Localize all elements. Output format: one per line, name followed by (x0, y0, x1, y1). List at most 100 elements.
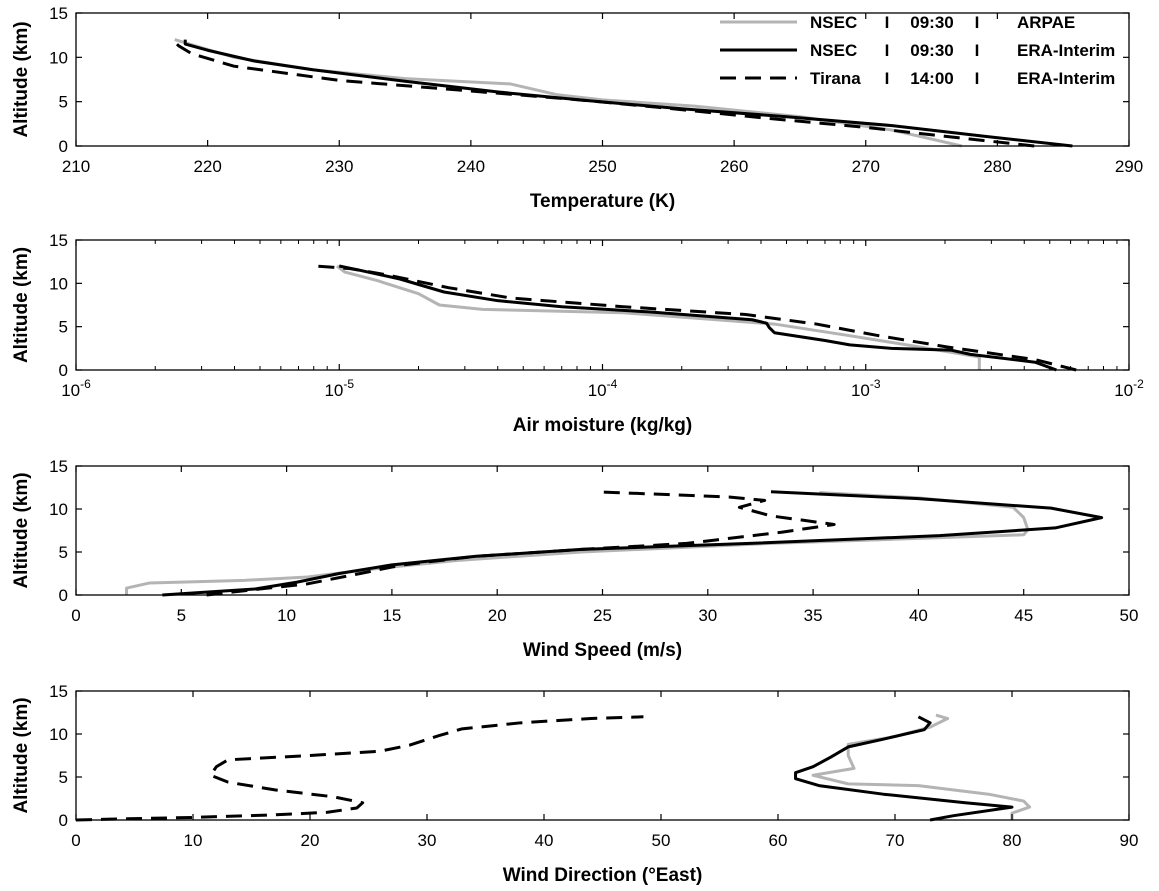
legend-source: ARPAE (1017, 13, 1075, 32)
legend-station: NSEC (810, 13, 857, 32)
x-tick-label: 40 (909, 606, 928, 625)
y-tick-label: 15 (49, 231, 68, 250)
x-tick-label: 30 (418, 831, 437, 850)
x-axis-label: Wind Speed (m/s) (523, 640, 682, 661)
y-tick-label: 5 (59, 543, 68, 562)
x-tick-label: 80 (1003, 831, 1022, 850)
legend-station: NSEC (810, 41, 857, 60)
axes-box (75, 465, 1130, 596)
x-tick-label: 45 (1014, 606, 1033, 625)
x-tick-label: 10-3 (851, 377, 881, 400)
panel-1: 210 220 230 240 250 260 270 280 290 0 5 10 15 Tempera… (11, 4, 1143, 212)
x-tick-label-exponent: -4 (607, 377, 618, 391)
x-tick-label-base: 10 (61, 381, 80, 400)
axes-box (75, 12, 1130, 147)
x-tick-label-base: 10 (1114, 381, 1133, 400)
x-tick-label: 10-4 (588, 377, 618, 400)
x-tick-label: 70 (886, 831, 905, 850)
series-line-dashed-black (206, 490, 836, 597)
legend-time: 09:30 (910, 41, 953, 60)
y-tick-label: 10 (49, 274, 68, 293)
x-tick-label: 10-6 (61, 377, 91, 400)
x-tick-label: 20 (301, 831, 320, 850)
legend-source: ERA-Interim (1017, 41, 1115, 60)
x-axis-label: Temperature (K) (530, 191, 675, 212)
series-line-solid-black (794, 715, 1014, 822)
x-tick-label: 50 (652, 831, 671, 850)
x-tick-label-base: 10 (851, 381, 870, 400)
y-tick-label: 15 (49, 457, 68, 476)
x-tick-label-base: 10 (324, 381, 343, 400)
x-tick-label: 15 (382, 606, 401, 625)
series-line-solid-gray (336, 264, 981, 370)
x-tick-label-exponent: -5 (343, 377, 354, 391)
legend-separator: I (975, 41, 980, 60)
x-tick-label: 250 (588, 157, 616, 176)
x-axis-label: Air moisture (kg/kg) (513, 415, 692, 436)
y-tick-label: 10 (49, 48, 68, 67)
y-tick-label: 5 (59, 768, 68, 787)
x-tick-label: 220 (193, 157, 221, 176)
x-tick-label: 260 (720, 157, 748, 176)
series-line-dashed-black (171, 38, 1035, 148)
legend-station: Tirana (810, 69, 861, 88)
y-tick-label: 0 (59, 811, 68, 830)
y-axis-label: Altitude (km) (11, 472, 32, 588)
legend-time: 14:00 (910, 69, 953, 88)
x-tick-label: 270 (852, 157, 880, 176)
legend-separator: I (975, 69, 980, 88)
legend-source: ERA-Interim (1017, 69, 1115, 88)
x-tick-label: 25 (593, 606, 612, 625)
x-tick-label: 230 (325, 157, 353, 176)
x-tick-label: 280 (983, 157, 1011, 176)
legend-separator: I (885, 41, 890, 60)
legend-separator: I (885, 69, 890, 88)
x-tick-label: 210 (62, 157, 90, 176)
panel-4: 0 10 20 30 40 50 60 70 80 90 0 5 10 15 Wind Direction … (11, 682, 1138, 886)
x-tick-label: 10 (184, 831, 203, 850)
y-tick-label: 0 (59, 137, 68, 156)
x-tick-label-base: 10 (588, 381, 607, 400)
x-tick-label-exponent: -3 (870, 377, 881, 391)
series-line-solid-black (162, 490, 1104, 597)
y-tick-label: 15 (49, 682, 68, 701)
y-tick-label: 15 (49, 4, 68, 23)
x-tick-label: 60 (769, 831, 788, 850)
legend: NSEC I 09:30 I ARPAE NSEC I 09:30 I ERA-Interim Ti… (720, 13, 1115, 88)
series-line-dashed-black (315, 264, 1077, 372)
legend-time: 09:30 (910, 13, 953, 32)
x-tick-label: 10-2 (1114, 377, 1144, 400)
series-line-solid-gray (125, 491, 1030, 595)
x-tick-label: 30 (698, 606, 717, 625)
y-axis-label: Altitude (km) (11, 247, 32, 363)
series-line-dashed-black (75, 715, 644, 822)
y-tick-label: 5 (59, 93, 68, 112)
y-tick-label: 10 (49, 725, 68, 744)
panel-3: 0 5 10 15 20 25 30 35 40 45 50 0 5 10 15 Wind Speed (m/… (11, 457, 1138, 661)
x-tick-label-exponent: -6 (80, 377, 91, 391)
y-tick-label: 0 (59, 586, 68, 605)
y-axis-label: Altitude (km) (11, 697, 32, 813)
axes-box (75, 690, 1130, 821)
y-tick-label: 5 (59, 318, 68, 337)
x-tick-label: 20 (488, 606, 507, 625)
x-tick-label: 35 (804, 606, 823, 625)
x-tick-label-exponent: -2 (1133, 377, 1144, 391)
x-tick-label: 40 (535, 831, 554, 850)
x-tick-label: 50 (1120, 606, 1139, 625)
series-line-solid-black (338, 264, 1057, 372)
x-tick-label: 5 (177, 606, 186, 625)
y-tick-label: 10 (49, 500, 68, 519)
x-tick-label: 10 (277, 606, 296, 625)
x-tick-label: 0 (71, 606, 80, 625)
legend-separator: I (975, 13, 980, 32)
x-tick-label: 10-5 (324, 377, 354, 400)
x-tick-label: 240 (457, 157, 485, 176)
y-tick-label: 0 (59, 361, 68, 380)
x-tick-label: 90 (1120, 831, 1139, 850)
x-tick-label: 0 (71, 831, 80, 850)
x-axis-label: Wind Direction (°East) (503, 865, 703, 886)
y-axis-label: Altitude (km) (11, 21, 32, 137)
